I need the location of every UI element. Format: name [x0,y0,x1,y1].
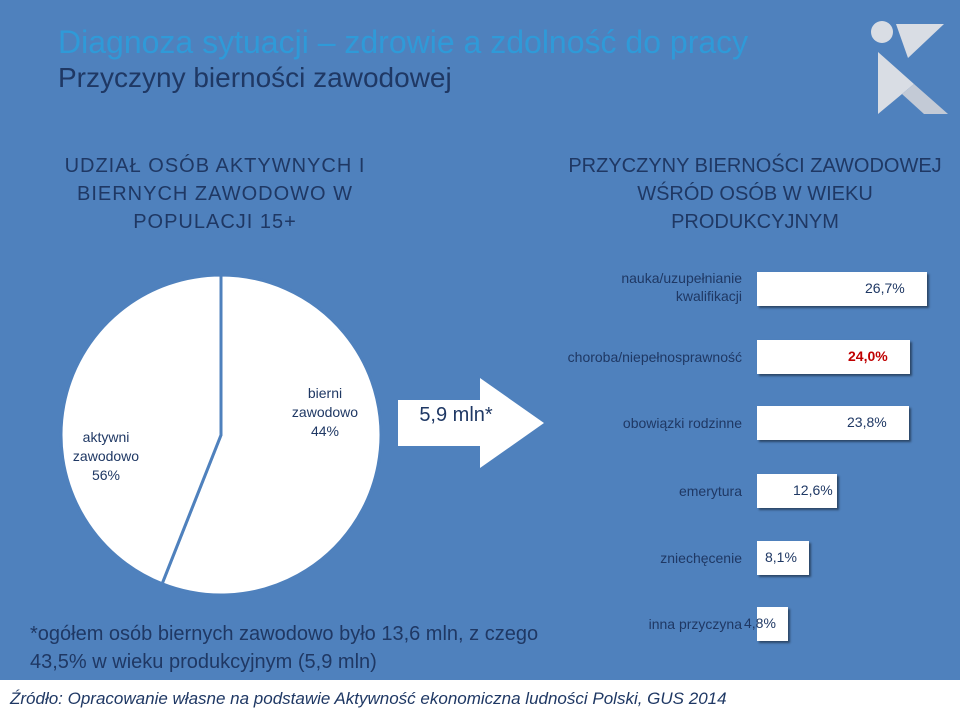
bar [757,474,837,508]
source-bar: Źródło: Opracowanie własne na podstawie … [0,680,960,720]
bar-value-label: 4,8% [744,615,776,631]
pie-label-line: 56% [91,467,121,483]
pie-label-line: zawodowo [291,404,359,420]
bar [757,272,927,306]
pie-slice-active [160,273,383,597]
bar [757,607,788,641]
pie-label-line: zawodowo [72,448,140,464]
bar-category-label: nauka/uzupełnianie kwalifikacji [621,270,742,304]
pie-label-active: aktywni zawodowo 56% [56,428,156,485]
pie-label-line: aktywni [82,429,130,445]
bar-category-label: zniechęcenie [660,550,742,566]
slide-title: Diagnoza sytuacji – zdrowie a zdolność d… [58,24,749,60]
bar-chart-heading: PRZYCZYNY BIERNOŚCI ZAWODOWEJ WŚRÓD OSÓB… [568,155,942,233]
arrow-label: 5,9 mln* [419,404,493,426]
bar-category-label: choroba/niepełnosprawność [567,349,742,365]
bar [757,406,909,440]
bar-value-label: 26,7% [865,280,905,296]
slide-subtitle: Przyczyny bierności zawodowej [58,62,452,93]
bar [757,541,809,575]
bar-category-label: obowiązki rodzinne [622,415,742,431]
pie-chart [59,273,383,597]
footnote: *ogółem osób biernych zawodowo było 13,6… [30,623,539,673]
bar-category-label: emerytura [678,483,742,499]
pie-chart-heading: UDZIAŁ OSÓB AKTYWNYCH I BIERNYCH ZAWODOW… [64,155,366,233]
bar-category-label: inna przyczyna [648,616,742,632]
source-text: Źródło: Opracowanie własne na podstawie … [10,689,727,708]
pie-label-line: 44% [310,423,340,439]
bar-value-label: 23,8% [847,414,887,430]
bar-value-label: 12,6% [793,482,833,498]
bar [757,340,910,374]
pie-label-inactive: bierni zawodowo 44% [280,384,370,441]
bar-value-label: 8,1% [765,549,797,565]
arrow-shape [398,378,544,468]
logo-icon [871,21,948,114]
bar-value-label: 24,0% [848,348,888,364]
pie-label-line: bierni [307,385,343,401]
pie-slice-inactive [59,273,223,586]
